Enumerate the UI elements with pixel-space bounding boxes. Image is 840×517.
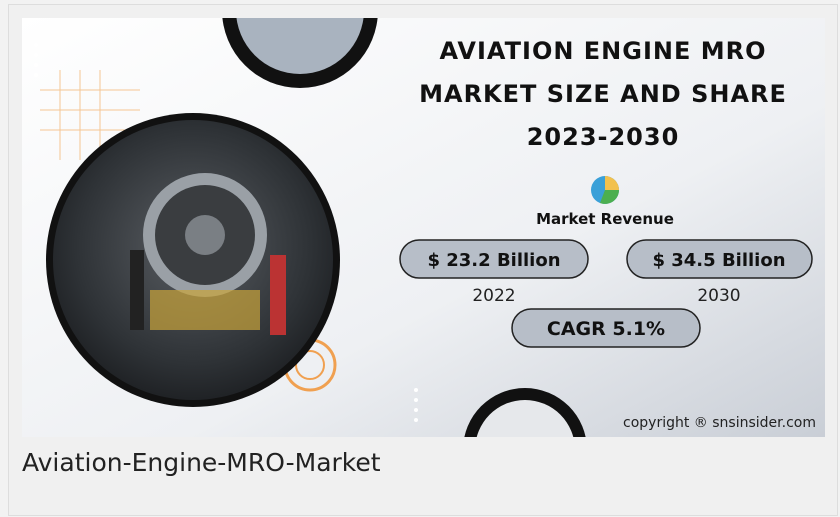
banner: AVIATION ENGINE MRO MARKET SIZE AND SHAR… [0, 0, 840, 440]
title-line: 2023-2030 [527, 123, 680, 151]
stat-year: 2022 [472, 286, 515, 306]
title-line: AVIATION ENGINE MRO [439, 37, 766, 65]
caption: Aviation-Engine-MRO-Market [22, 448, 381, 477]
stat-value: $ 23.2 Billion [427, 250, 560, 271]
artwork [22, 0, 825, 440]
revenue-icon [591, 176, 619, 204]
stat-value: $ 34.5 Billion [652, 250, 785, 271]
title-line: MARKET SIZE AND SHARE [419, 80, 787, 108]
copyright: copyright ® snsinsider.com [623, 415, 816, 431]
subtitle: Market Revenue [536, 210, 674, 228]
cagr: CAGR 5.1% [547, 318, 665, 340]
stat-year: 2030 [697, 286, 740, 306]
page: AVIATION ENGINE MRO MARKET SIZE AND SHAR… [0, 0, 840, 517]
